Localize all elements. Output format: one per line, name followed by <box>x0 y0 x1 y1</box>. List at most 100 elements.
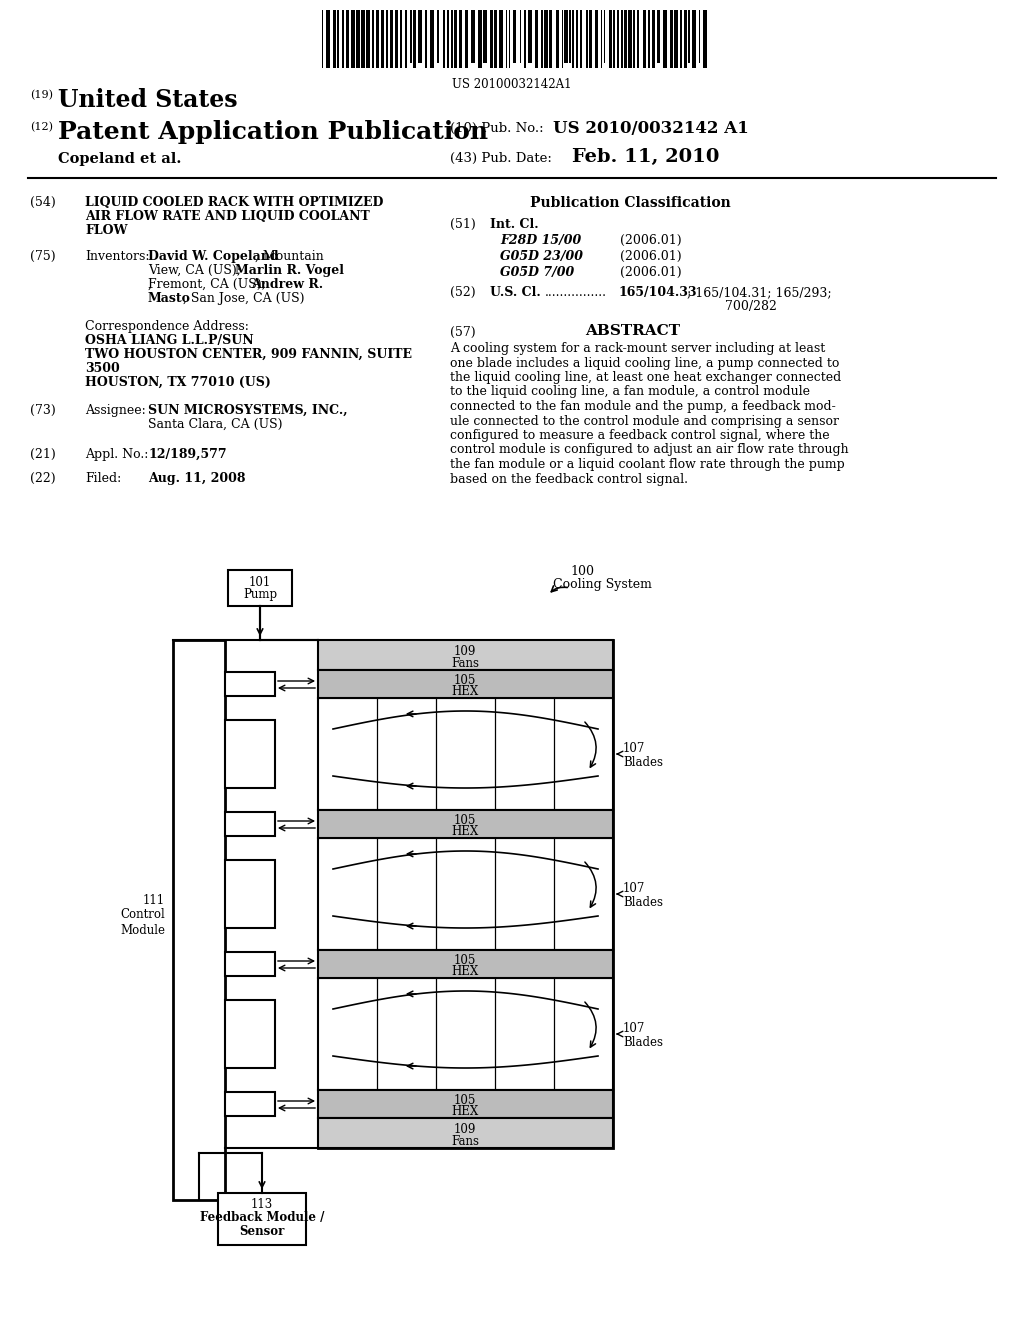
Text: (52): (52) <box>450 286 475 300</box>
Text: Cool: Cool <box>238 1016 262 1026</box>
Bar <box>361 11 365 69</box>
Bar <box>322 11 324 69</box>
Bar <box>390 11 393 69</box>
Bar <box>519 11 521 63</box>
Text: Aug. 11, 2008: Aug. 11, 2008 <box>148 473 246 484</box>
Bar <box>372 11 374 69</box>
Bar <box>381 11 384 69</box>
Text: 107: 107 <box>623 882 645 895</box>
Bar <box>318 1090 613 1118</box>
Bar <box>688 11 690 63</box>
Bar <box>419 11 422 63</box>
Text: In/: In/ <box>243 748 258 758</box>
Text: Inventors:: Inventors: <box>85 249 150 263</box>
Text: 107: 107 <box>623 742 645 755</box>
Bar <box>680 11 682 69</box>
Text: 104: 104 <box>240 814 261 825</box>
Text: Out: Out <box>240 1040 260 1049</box>
Text: (57): (57) <box>450 326 475 339</box>
Bar <box>549 11 552 69</box>
Text: Blades: Blades <box>623 895 663 908</box>
Bar <box>500 11 503 69</box>
Text: (73): (73) <box>30 404 55 417</box>
Text: 100: 100 <box>570 565 594 578</box>
Text: Blades: Blades <box>623 755 663 768</box>
Bar <box>225 952 275 975</box>
Text: Filed:: Filed: <box>85 473 121 484</box>
Text: Assignee:: Assignee: <box>85 404 145 417</box>
Text: 113: 113 <box>251 1199 273 1210</box>
Bar <box>637 11 639 69</box>
Bar <box>225 719 275 788</box>
Text: 107: 107 <box>623 1022 645 1035</box>
Text: AIR FLOW RATE AND LIQUID COOLANT: AIR FLOW RATE AND LIQUID COOLANT <box>85 210 370 223</box>
Bar <box>604 11 605 63</box>
Text: (54): (54) <box>30 195 55 209</box>
Text: based on the feedback control signal.: based on the feedback control signal. <box>450 473 688 486</box>
Text: (75): (75) <box>30 249 55 263</box>
Bar <box>657 11 660 63</box>
Bar <box>225 812 275 836</box>
Bar <box>506 11 507 69</box>
Text: Sensor: Sensor <box>240 1225 285 1238</box>
Bar <box>684 11 687 69</box>
Text: Correspondence Address:: Correspondence Address: <box>85 319 249 333</box>
Bar <box>425 11 427 69</box>
Text: Santa Clara, CA (US): Santa Clara, CA (US) <box>148 418 283 432</box>
Text: United States: United States <box>58 88 238 112</box>
Bar <box>430 11 433 69</box>
Bar <box>569 11 571 63</box>
Text: Publication Classification: Publication Classification <box>530 195 731 210</box>
Bar <box>173 640 225 1200</box>
Bar <box>318 640 613 671</box>
Text: US 2010/0032142 A1: US 2010/0032142 A1 <box>553 120 749 137</box>
Text: A cooling system for a rack-mount server including at least: A cooling system for a rack-mount server… <box>450 342 825 355</box>
Text: 165/104.33: 165/104.33 <box>618 286 696 300</box>
Text: Valve: Valve <box>236 1105 265 1115</box>
Bar <box>367 11 370 69</box>
Text: 105: 105 <box>454 1094 476 1107</box>
Bar <box>544 11 548 69</box>
Bar <box>622 11 623 69</box>
Text: configured to measure a feedback control signal, where the: configured to measure a feedback control… <box>450 429 829 442</box>
Bar <box>437 11 439 63</box>
Text: 3500: 3500 <box>85 362 120 375</box>
Text: (21): (21) <box>30 447 55 461</box>
Bar <box>509 11 510 69</box>
Bar <box>663 11 667 69</box>
Bar <box>652 11 655 69</box>
Bar <box>648 11 649 69</box>
Bar <box>386 11 388 69</box>
Text: In/: In/ <box>243 888 258 898</box>
Bar <box>395 11 398 69</box>
Bar <box>589 11 593 69</box>
Bar <box>228 570 292 606</box>
Text: , Mountain: , Mountain <box>255 249 324 263</box>
Text: 105: 105 <box>454 675 476 686</box>
Text: ................: ................ <box>545 286 607 300</box>
Text: ABSTRACT: ABSTRACT <box>585 323 680 338</box>
Text: (43) Pub. Date:: (43) Pub. Date: <box>450 152 552 165</box>
Text: HEX: HEX <box>452 1105 478 1118</box>
Bar <box>318 810 613 838</box>
Bar <box>342 11 344 69</box>
Text: US 20100032142A1: US 20100032142A1 <box>453 78 571 91</box>
Bar <box>318 671 613 698</box>
Text: (2006.01): (2006.01) <box>620 267 682 279</box>
Text: 103: 103 <box>240 723 261 734</box>
Bar <box>451 11 453 69</box>
Text: HEX: HEX <box>452 685 478 698</box>
Text: In/: In/ <box>243 1028 258 1038</box>
Bar <box>225 1001 275 1068</box>
Text: control module is configured to adjust an air flow rate through: control module is configured to adjust a… <box>450 444 849 457</box>
Text: G05D 23/00: G05D 23/00 <box>500 249 583 263</box>
Bar <box>692 11 695 69</box>
Bar <box>612 11 615 69</box>
Bar <box>628 11 632 69</box>
Bar <box>225 672 275 696</box>
Text: 105: 105 <box>454 954 476 968</box>
Text: Fremont, CA (US);: Fremont, CA (US); <box>148 279 270 290</box>
Bar <box>643 11 646 69</box>
Text: 109: 109 <box>454 1123 476 1137</box>
Text: Out: Out <box>240 760 260 770</box>
